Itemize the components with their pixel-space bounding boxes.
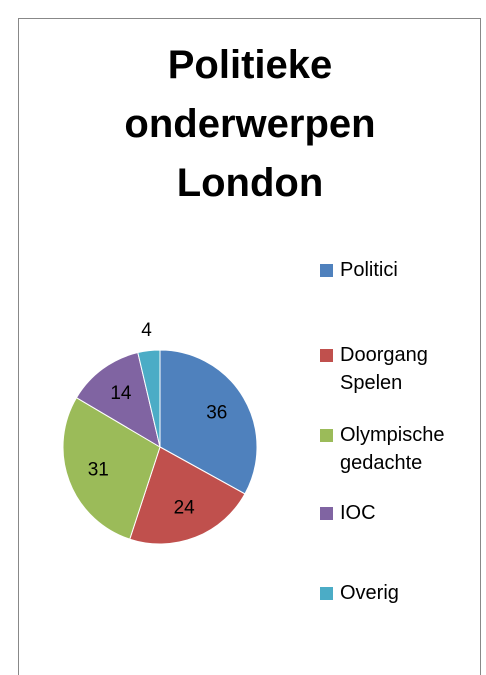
- data-label: 14: [110, 383, 132, 404]
- legend-swatch: [320, 264, 333, 277]
- pie-slice: [75, 351, 161, 449]
- pie-slice: [159, 349, 258, 495]
- pie-slice: [129, 446, 246, 545]
- data-label: 31: [88, 459, 109, 480]
- legend-label: Overig: [340, 582, 399, 604]
- legend-label: Olympische gedachte: [340, 424, 445, 474]
- legend-swatch: [320, 349, 333, 362]
- data-label: 24: [174, 497, 196, 518]
- legend-swatch: [320, 507, 333, 520]
- legend-swatch: [320, 587, 333, 600]
- legend-label: Doorgang Spelen: [340, 344, 428, 394]
- pie-slice: [137, 349, 161, 448]
- legend-swatch: [320, 429, 333, 442]
- legend-label: Politici: [340, 259, 398, 281]
- data-label: 4: [141, 320, 152, 341]
- data-label: 36: [206, 402, 227, 423]
- legend-label: IOC: [340, 502, 376, 524]
- chart-border: [18, 18, 481, 675]
- chart-title: Politieke onderwerpen London: [124, 43, 376, 205]
